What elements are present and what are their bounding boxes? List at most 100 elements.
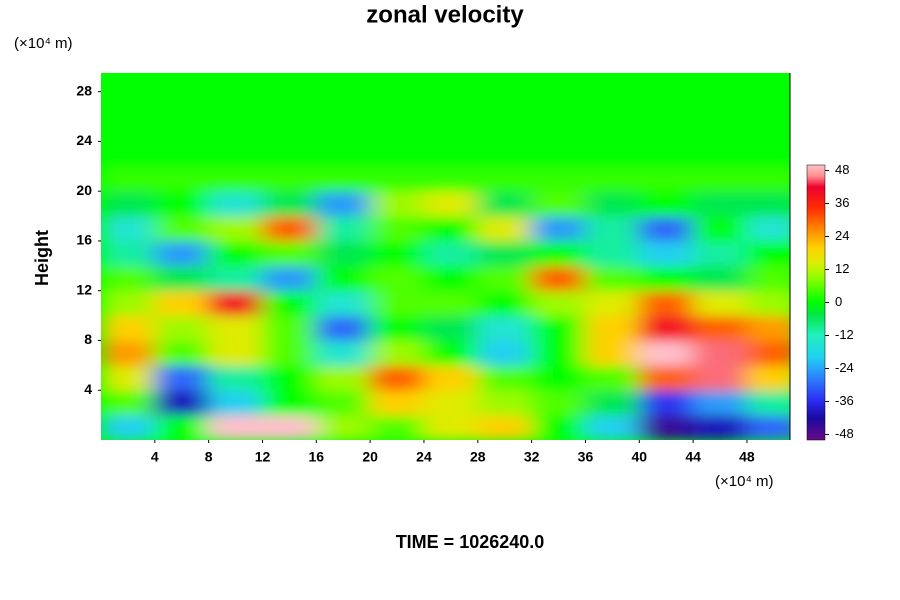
- field-cell: [315, 190, 371, 217]
- field-cell: [315, 414, 371, 440]
- field-cell: [101, 165, 156, 192]
- x-tick-label: 32: [524, 449, 540, 465]
- field-cell: [261, 165, 317, 192]
- field-cell: [154, 73, 210, 93]
- field-cell: [531, 339, 586, 366]
- field: [101, 73, 790, 440]
- field-cell: [208, 240, 263, 267]
- field-cell: [477, 91, 533, 118]
- field-cell: [208, 290, 263, 317]
- field-cell: [423, 339, 479, 366]
- field-cell: [154, 91, 210, 118]
- field-cell: [531, 265, 586, 292]
- field-cell: [477, 140, 533, 167]
- field-cell: [154, 290, 210, 317]
- field-cell: [477, 290, 533, 317]
- y-tick-label: 12: [76, 281, 92, 297]
- field-cell: [154, 389, 210, 416]
- field-cell: [638, 91, 694, 118]
- field-cell: [692, 290, 748, 317]
- field-cell: [584, 364, 640, 391]
- field-cell: [261, 73, 317, 93]
- field-cell: [154, 190, 210, 217]
- y-axis-label: Height: [32, 230, 52, 286]
- field-cell: [261, 265, 317, 292]
- field-cell: [638, 364, 694, 391]
- field-cell: [746, 165, 790, 192]
- field-cell: [692, 91, 748, 118]
- y-unit: (×10⁴ m): [14, 35, 73, 52]
- field-cell: [101, 315, 156, 341]
- field-cell: [154, 140, 210, 167]
- field-cell: [692, 240, 748, 267]
- field-cell: [638, 265, 694, 292]
- field-cell: [584, 240, 640, 267]
- field-cell: [101, 190, 156, 217]
- field-cell: [746, 190, 790, 217]
- field-cell: [746, 140, 790, 167]
- colorbar-tick-label: -24: [835, 360, 854, 375]
- x-tick-label: 40: [631, 449, 647, 465]
- x-tick-label: 16: [309, 449, 325, 465]
- field-cell: [208, 414, 263, 440]
- x-tick-label: 44: [685, 449, 701, 465]
- footer: TIME = 1026240.0: [396, 532, 545, 552]
- field-cell: [531, 364, 586, 391]
- field-cell: [369, 91, 425, 118]
- field-cell: [423, 140, 479, 167]
- y-tick-label: 4: [84, 381, 92, 397]
- field-cell: [423, 165, 479, 192]
- field-cell: [261, 414, 317, 440]
- field-cell: [477, 73, 533, 93]
- field-cell: [369, 339, 425, 366]
- field-cell: [531, 389, 586, 416]
- field-cell: [315, 290, 371, 317]
- field-cell: [584, 290, 640, 317]
- x-tick-label: 28: [470, 449, 486, 465]
- field-cell: [261, 240, 317, 267]
- field-cell: [315, 265, 371, 292]
- x-tick-label: 48: [739, 449, 755, 465]
- field-cell: [584, 265, 640, 292]
- field-cell: [101, 364, 156, 391]
- field-cell: [315, 240, 371, 267]
- field-cell: [746, 215, 790, 242]
- field-cell: [315, 339, 371, 366]
- field-cell: [208, 315, 263, 341]
- field-cell: [369, 315, 425, 341]
- field-cell: [746, 265, 790, 292]
- field-cell: [154, 315, 210, 341]
- x-unit: (×10⁴ m): [715, 473, 774, 490]
- field-cell: [638, 240, 694, 267]
- field-cell: [531, 190, 586, 217]
- field-cell: [531, 140, 586, 167]
- field-cell: [369, 364, 425, 391]
- field-cell: [315, 91, 371, 118]
- field-cell: [477, 364, 533, 391]
- field-cell: [477, 116, 533, 142]
- colorbar-tick-label: 24: [835, 228, 849, 243]
- field-cell: [584, 215, 640, 242]
- field-cell: [423, 389, 479, 416]
- field-cell: [154, 215, 210, 242]
- field-cell: [101, 414, 156, 440]
- field-cell: [315, 140, 371, 167]
- field-cell: [638, 389, 694, 416]
- field-cell: [154, 265, 210, 292]
- field-cell: [369, 140, 425, 167]
- field-cell: [315, 165, 371, 192]
- field-cell: [584, 73, 640, 93]
- field-cell: [584, 315, 640, 341]
- field-cell: [208, 364, 263, 391]
- field-cell: [584, 190, 640, 217]
- field-cell: [638, 190, 694, 217]
- field-cell: [208, 116, 263, 142]
- colorbar-tick-label: 12: [835, 261, 849, 276]
- field-cell: [369, 165, 425, 192]
- field-cell: [369, 414, 425, 440]
- field-cell: [638, 116, 694, 142]
- field-cell: [101, 290, 156, 317]
- field-cell: [315, 215, 371, 242]
- field-cell: [692, 140, 748, 167]
- field-cell: [531, 414, 586, 440]
